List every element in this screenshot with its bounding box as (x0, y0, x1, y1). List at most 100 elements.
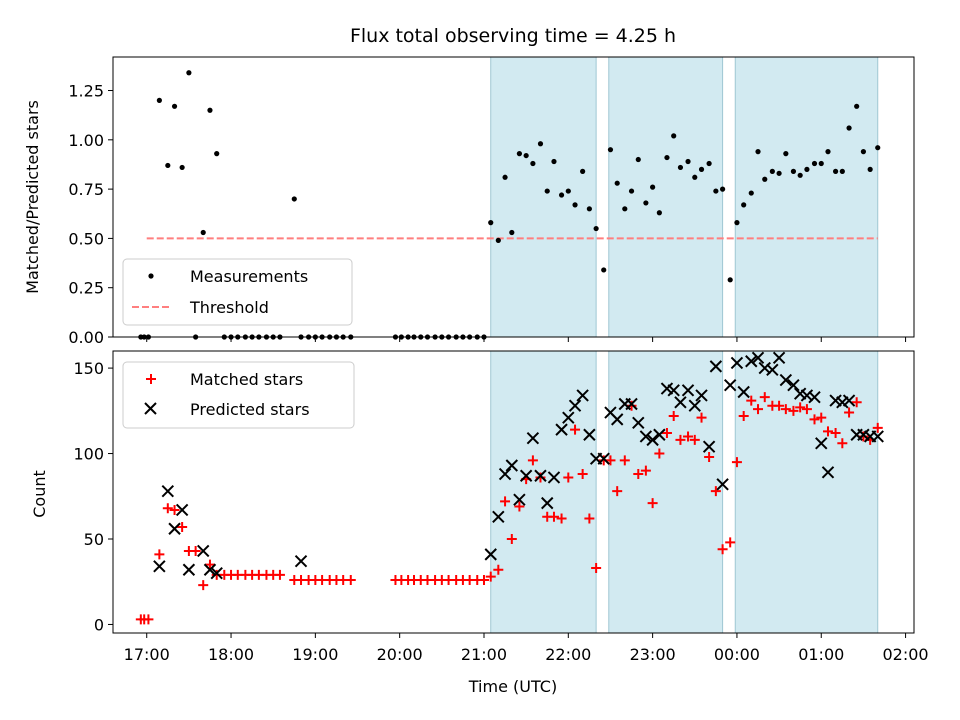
measurement-point (593, 225, 599, 232)
predicted-point (745, 355, 758, 368)
matched-point (822, 426, 833, 437)
x-tick-label: 17:00 (124, 645, 170, 664)
measurement-point (537, 141, 544, 147)
matched-point (527, 455, 538, 466)
matched-point (844, 407, 855, 418)
predicted-point (716, 478, 729, 491)
matched-point (162, 503, 173, 514)
predicted-point (513, 493, 526, 506)
measurement-point (207, 107, 213, 113)
measurement-point (586, 206, 592, 212)
matched-point (858, 431, 869, 442)
y-tick-label: 0.00 (68, 328, 104, 347)
predicted-point (168, 522, 181, 535)
predicted-point (568, 399, 582, 412)
predicted-point (583, 428, 596, 441)
matched-point (689, 434, 700, 445)
legend-measurement-marker (148, 273, 154, 279)
predicted-point (842, 394, 856, 407)
predicted-point (646, 433, 659, 447)
measurement-point (875, 145, 881, 151)
measurement-point (622, 206, 628, 212)
ratio-panel: 0.00 0.25 0.50 0.75 1.00 1.25 Matched/Predict… (23, 56, 915, 347)
predicted-point (492, 510, 505, 523)
measurement-point (783, 151, 789, 157)
predicted-point (779, 373, 793, 387)
predicted-point (688, 399, 701, 412)
matched-point (725, 537, 736, 548)
x-tick-label: 22:00 (545, 645, 591, 664)
matched-point (535, 472, 546, 483)
measurement-point (776, 170, 782, 176)
observing-window-3 (734, 56, 879, 338)
measurement-point (846, 125, 852, 131)
legend-box (122, 258, 353, 326)
predicted-point (758, 361, 771, 375)
matched-point (746, 395, 757, 406)
x-tick-label: 02:00 (883, 645, 929, 664)
predicted-point (161, 484, 175, 498)
matched-point (198, 580, 209, 591)
observing-window-2 (608, 56, 724, 338)
matched-point (753, 404, 764, 415)
matched-point (696, 412, 707, 423)
measurement-point (720, 186, 726, 192)
matched-point (654, 448, 665, 459)
x-tick-label: 18:00 (208, 645, 254, 664)
matched-point (647, 498, 658, 509)
predicted-point (210, 566, 223, 580)
predicted-point (182, 563, 196, 576)
measurement-point (214, 151, 220, 157)
measurement-point (186, 70, 192, 76)
measurement-point (762, 176, 768, 182)
matched-point (851, 397, 862, 408)
matched-point (640, 465, 651, 476)
y-axis-label-bottom: Count (30, 470, 49, 518)
measurement-point (565, 188, 571, 194)
predicted-point (611, 413, 624, 426)
measurement-point (628, 188, 635, 194)
observing-windows (490, 56, 879, 338)
matched-point (626, 400, 637, 411)
measurement-point (741, 202, 747, 208)
measurement-point (551, 158, 557, 165)
measurement-point (790, 168, 797, 174)
x-axis-ticks-top (146, 337, 907, 342)
measurement-point (706, 160, 712, 167)
measurement-point (656, 210, 662, 216)
measurement-point (179, 164, 185, 171)
measurement-point (614, 180, 620, 186)
matched-point (704, 451, 715, 462)
matched-point (143, 614, 154, 625)
measurement-point (818, 160, 824, 167)
matched-point (830, 428, 841, 439)
matched-point (795, 402, 806, 413)
y-tick-label: 1.00 (68, 131, 104, 150)
predicted-point (547, 471, 561, 484)
y-tick-label: 50 (84, 530, 104, 549)
y-tick-label: 0.75 (68, 180, 104, 199)
legend-matched-marker (146, 374, 156, 384)
matched-point (780, 404, 791, 415)
measurement-point (650, 184, 656, 190)
measurement-point (804, 166, 810, 172)
predicted-point (766, 363, 779, 377)
predicted-point (576, 389, 589, 402)
matched-point (675, 434, 686, 445)
predicted-point (695, 389, 708, 402)
observing-window-1 (490, 350, 597, 634)
matched-point (872, 422, 883, 433)
measurement-point (811, 160, 818, 167)
y-axis-label-top: Matched/Predicted stars (23, 100, 42, 294)
predicted-point (203, 563, 217, 576)
measurement-point (502, 174, 508, 180)
measurement-point (165, 162, 171, 169)
observing-windows (490, 350, 879, 634)
predicted-point (667, 384, 680, 397)
legend-label-measurements: Measurements (190, 267, 308, 286)
predicted-point (175, 503, 189, 517)
predicted-point (871, 430, 884, 443)
predicted-point (541, 496, 554, 510)
predicted-point (737, 385, 750, 399)
